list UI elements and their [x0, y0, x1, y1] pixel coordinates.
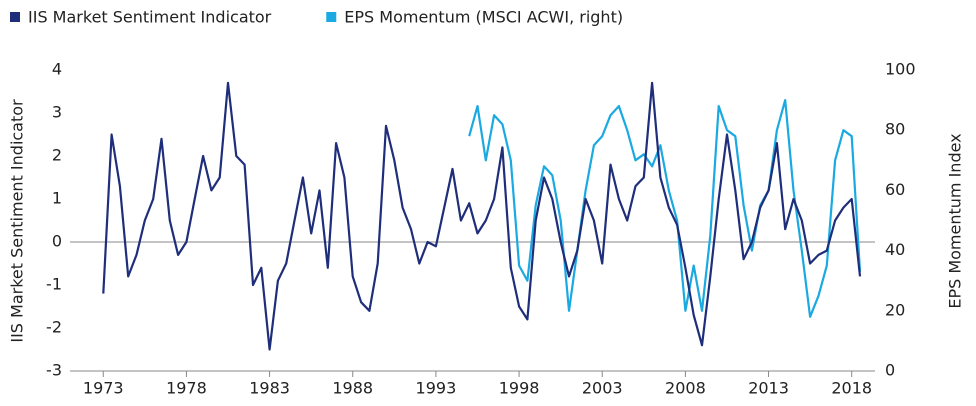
y-tick-label: 1 [52, 189, 62, 208]
y2-tick-label: 0 [885, 361, 895, 380]
y-tick-label: 0 [52, 232, 62, 251]
x-tick-label: 1973 [83, 379, 124, 398]
x-tick-label: 2018 [831, 379, 872, 398]
y-tick-label: -2 [46, 318, 62, 337]
y2-tick-label: 80 [885, 120, 905, 139]
y2-tick-label: 100 [885, 60, 916, 79]
legend-swatch [326, 12, 337, 22]
y2-tick-label: 60 [885, 180, 905, 199]
y2-tick-label: 40 [885, 240, 905, 259]
y-tick-label: -1 [46, 275, 62, 294]
y2-axis-title: EPS Momentum Index [946, 133, 965, 308]
legend-swatch [10, 12, 20, 22]
x-tick-label: 1988 [332, 379, 373, 398]
x-tick-label: 2013 [748, 379, 789, 398]
x-tick-label: 1983 [249, 379, 290, 398]
y-tick-label: -3 [46, 361, 62, 380]
line-series [102, 81, 862, 351]
legend-label: EPS Momentum (MSCI ACWI, right) [344, 8, 623, 27]
line-series [468, 99, 862, 318]
legend-label: IIS Market Sentiment Indicator [28, 8, 272, 27]
x-tick-label: 2008 [665, 379, 706, 398]
y2-tick-label: 20 [885, 300, 905, 319]
y-tick-label: 4 [52, 60, 62, 79]
x-tick-label: 1993 [416, 379, 457, 398]
y-tick-label: 3 [52, 103, 62, 122]
x-tick-label: 1998 [499, 379, 540, 398]
y-tick-label: 2 [52, 146, 62, 165]
x-tick-label: 1978 [166, 379, 207, 398]
y-axis-title: IIS Market Sentiment Indicator [8, 99, 27, 343]
x-tick-label: 2003 [582, 379, 623, 398]
